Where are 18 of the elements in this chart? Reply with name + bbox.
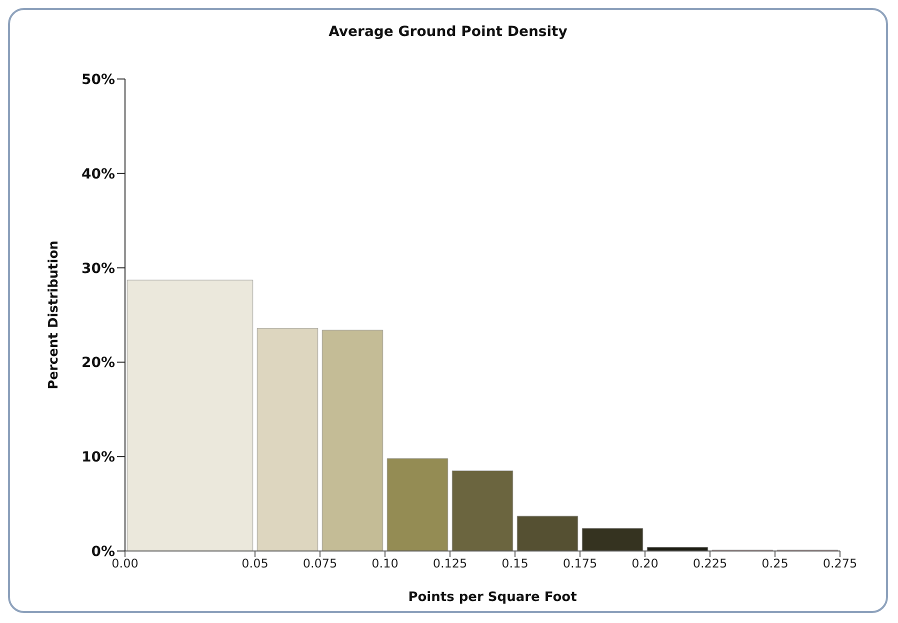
x-tick-label: 0.05 [242,556,268,571]
x-tick-label: 0.125 [432,556,468,571]
y-tick-label: 40% [81,166,115,182]
x-tick-label: 0.25 [762,556,788,571]
y-tick-label: 20% [81,355,115,372]
x-tick-label: 0.175 [562,556,598,571]
y-tick-label: 50% [81,72,115,88]
x-tick-label: 0.275 [822,556,858,571]
chart-title: Average Ground Point Density [328,24,568,40]
x-tick-label: 0.225 [692,556,728,571]
x-tick-label: 0.10 [372,556,398,571]
x-tick-label: 0.20 [632,556,658,571]
y-axis-title: Percent Distribution [46,240,62,390]
x-tick-label: 0.15 [502,556,528,571]
x-axis-title: Points per Square Foot [407,590,578,605]
y-tick-label: 30% [81,260,115,277]
x-tick-label: 0.075 [302,556,338,571]
y-tick-label: 10% [81,450,115,466]
